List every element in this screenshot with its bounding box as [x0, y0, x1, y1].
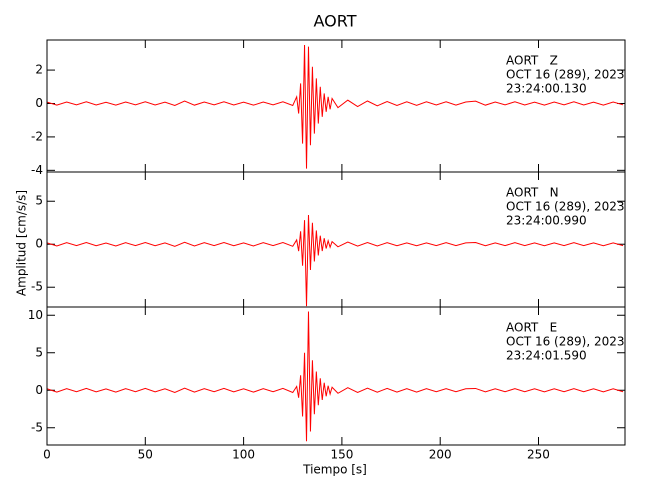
y-tick-label: 5 — [35, 345, 43, 359]
x-tick-label: 100 — [232, 448, 255, 462]
x-axis-label: Tiempo [s] — [302, 463, 367, 477]
waveform — [46, 214, 624, 307]
y-tick-label: -2 — [31, 129, 43, 143]
chart-title: AORT — [314, 12, 357, 31]
y-tick-label: -5 — [31, 420, 43, 434]
y-tick-label: 10 — [28, 308, 43, 322]
station-label: OCT 16 (289), 2023 — [506, 68, 625, 82]
station-label: OCT 16 (289), 2023 — [506, 335, 625, 349]
waveform — [46, 45, 624, 169]
y-tick-label: 0 — [35, 237, 43, 251]
station-label: 23:24:00.130 — [506, 82, 587, 96]
x-tick-label: 200 — [429, 448, 452, 462]
station-label: AORT Z — [506, 54, 558, 68]
y-tick-label: -4 — [31, 163, 43, 177]
x-tick-label: 250 — [527, 448, 550, 462]
waveform — [46, 311, 624, 442]
station-label: AORT E — [506, 321, 557, 335]
x-tick-label: 50 — [138, 448, 153, 462]
y-tick-label: 0 — [35, 383, 43, 397]
station-label: 23:24:00.990 — [506, 214, 587, 228]
x-tick-label: 150 — [330, 448, 353, 462]
station-label: AORT N — [506, 186, 559, 200]
y-tick-label: 0 — [35, 96, 43, 110]
panel-frame — [46, 306, 626, 446]
y-tick-label: 2 — [35, 63, 43, 77]
y-axis-label: Amplitud [cm/s/s] — [15, 190, 29, 296]
y-tick-label: 5 — [35, 194, 43, 208]
station-label: OCT 16 (289), 2023 — [506, 200, 625, 214]
station-label: 23:24:01.590 — [506, 349, 587, 363]
x-tick-label: 0 — [43, 448, 51, 462]
y-tick-label: -5 — [31, 280, 43, 294]
